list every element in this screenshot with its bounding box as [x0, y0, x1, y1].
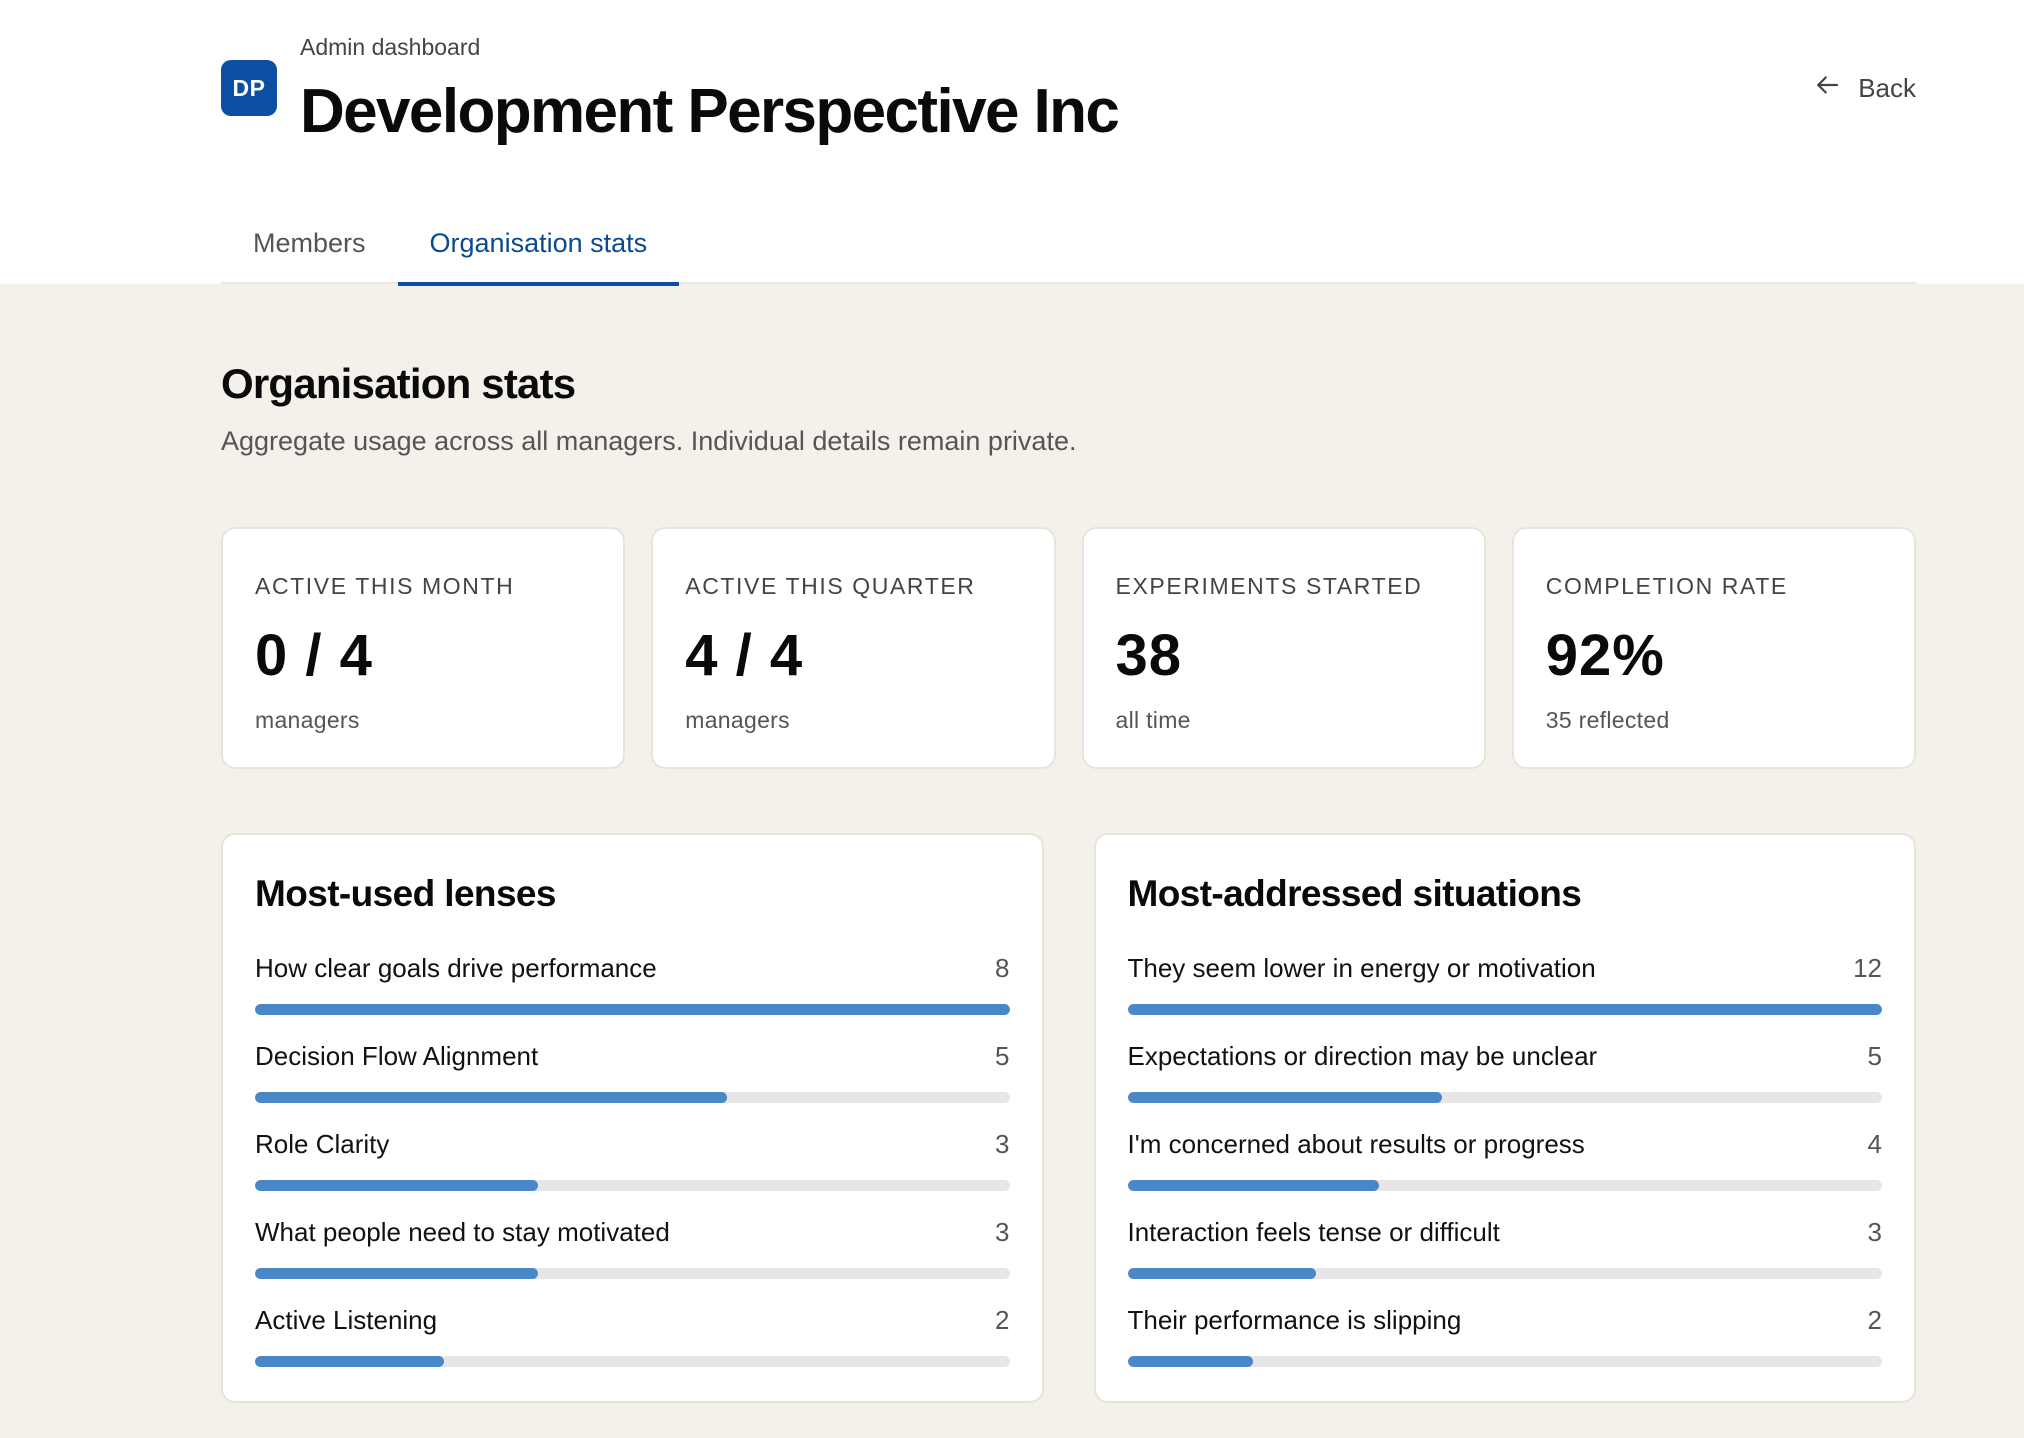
stat-caption: 35 reflected [1545, 707, 1670, 733]
list-item-label: Interaction feels tense or difficult [1127, 1217, 1500, 1247]
list-item-count: 2 [1867, 1305, 1882, 1335]
progress-fill [255, 1004, 1010, 1015]
list-item-row: They seem lower in energy or motivation 1… [1128, 953, 1883, 984]
list-item-label: Expectations or direction may be unclear [1127, 1041, 1598, 1071]
progress-track [255, 1092, 1010, 1103]
list-item-row: I'm concerned about results or progress 4 [1128, 1129, 1883, 1160]
progress-track [1127, 1180, 1882, 1191]
list-item: Expectations or direction may be unclear… [1127, 1041, 1883, 1129]
progress-track [1127, 1268, 1882, 1279]
list-item-count: 8 [995, 953, 1010, 983]
progress-fill [1127, 1004, 1882, 1015]
list-item-label: How clear goals drive performance [255, 953, 657, 983]
list-item: Active Listening 2 [255, 1305, 1010, 1393]
progress-fill [1127, 1180, 1379, 1191]
list-item-row: Active Listening 2 [255, 1305, 1010, 1336]
list-item-label: Active Listening [255, 1305, 438, 1335]
progress-track [255, 1268, 1010, 1279]
stat-value: 4 / 4 [685, 623, 804, 688]
list-item-count: 3 [995, 1217, 1010, 1247]
tab-organisation-stats[interactable]: Organisation stats [397, 202, 680, 286]
stat-card-active-month: ACTIVE THIS MONTH 0 / 4 managers [221, 527, 626, 769]
stat-caption: managers [255, 707, 360, 733]
list-item-label: Their performance is slipping [1127, 1305, 1462, 1335]
progress-fill [255, 1268, 538, 1279]
panel-title: Most-addressed situations [1127, 873, 1582, 914]
header-inner: DP Admin dashboard Development Perspecti… [221, 0, 1916, 286]
page-header: DP Admin dashboard Development Perspecti… [0, 0, 2024, 286]
section-title: Organisation stats [221, 360, 576, 407]
progress-fill [1127, 1268, 1317, 1279]
list-item-label: I'm concerned about results or progress [1127, 1129, 1585, 1159]
list-item-row: Role Clarity 3 [255, 1129, 1010, 1160]
stat-caption: managers [685, 707, 790, 733]
list-item-row: What people need to stay motivated 3 [255, 1217, 1010, 1248]
stat-value: 38 [1115, 623, 1183, 688]
stat-card-completion-rate: COMPLETION RATE 92% 35 reflected [1511, 527, 1916, 769]
section-subtitle: Aggregate usage across all managers. Ind… [221, 426, 1077, 456]
back-label: Back [1858, 73, 1916, 103]
stat-value: 0 / 4 [255, 623, 373, 688]
list-item-row: Expectations or direction may be unclear… [1128, 1041, 1883, 1072]
list-item-count: 4 [1867, 1129, 1882, 1159]
list-item-label: What people need to stay motivated [255, 1217, 670, 1247]
list-item-label: Role Clarity [255, 1129, 390, 1159]
list-item-count: 12 [1853, 953, 1882, 983]
list-item: Interaction feels tense or difficult 3 [1127, 1217, 1883, 1305]
stat-value: 92% [1545, 623, 1665, 688]
stat-label: COMPLETION RATE [1545, 573, 1788, 599]
list-item-row: Decision Flow Alignment 5 [255, 1041, 1010, 1072]
list-item-label: They seem lower in energy or motivation [1127, 953, 1596, 983]
usage-panels: Most-used lenses How clear goals drive p… [221, 833, 1916, 1403]
org-logo: DP [221, 60, 277, 116]
stat-card-active-quarter: ACTIVE THIS QUARTER 4 / 4 managers [651, 527, 1056, 769]
list-item-count: 5 [1867, 1041, 1882, 1071]
list-item-count: 3 [995, 1129, 1010, 1159]
progress-track [1127, 1356, 1882, 1367]
list-item: They seem lower in energy or motivation 1… [1127, 953, 1883, 1041]
list-item: Decision Flow Alignment 5 [255, 1041, 1010, 1129]
list-item: Role Clarity 3 [255, 1129, 1010, 1217]
situations-panel: Most-addressed situations They seem lowe… [1093, 833, 1916, 1403]
list-item-count: 2 [995, 1305, 1010, 1335]
stats-grid: ACTIVE THIS MONTH 0 / 4 managers ACTIVE … [221, 527, 1916, 769]
list-item: I'm concerned about results or progress 4 [1127, 1129, 1883, 1217]
progress-fill [255, 1356, 444, 1367]
progress-track [255, 1356, 1010, 1367]
progress-track [1127, 1092, 1882, 1103]
stat-label: ACTIVE THIS QUARTER [685, 573, 976, 599]
list-item-count: 5 [995, 1041, 1010, 1071]
lenses-panel: Most-used lenses How clear goals drive p… [221, 833, 1044, 1403]
progress-fill [1127, 1092, 1442, 1103]
progress-fill [255, 1092, 727, 1103]
stat-label: EXPERIMENTS STARTED [1115, 573, 1423, 599]
progress-fill [255, 1180, 538, 1191]
stat-caption: all time [1115, 707, 1191, 733]
progress-track [255, 1004, 1010, 1015]
list-item-row: How clear goals drive performance 8 [255, 953, 1010, 984]
main-content: Organisation stats Aggregate usage acros… [221, 284, 1916, 1403]
tab-bar: Members Organisation stats [221, 202, 1916, 286]
list-item: Their performance is slipping 2 [1127, 1305, 1883, 1393]
stat-label: ACTIVE THIS MONTH [255, 573, 515, 599]
list-item-row: Their performance is slipping 2 [1128, 1305, 1883, 1336]
tab-members[interactable]: Members [253, 227, 366, 258]
breadcrumb: Admin dashboard [300, 34, 481, 60]
page-title: Development Perspective Inc [300, 77, 1120, 146]
situations-list: They seem lower in energy or motivation 1… [1127, 953, 1883, 1393]
stat-card-experiments-started: EXPERIMENTS STARTED 38 all time [1081, 527, 1486, 769]
progress-track [255, 1180, 1010, 1191]
list-item: How clear goals drive performance 8 [255, 953, 1010, 1041]
arrow-left-icon [1812, 70, 1842, 107]
list-item-label: Decision Flow Alignment [255, 1041, 539, 1071]
progress-track [1127, 1004, 1882, 1015]
back-button[interactable]: Back [1812, 70, 1916, 107]
list-item-count: 3 [1867, 1217, 1882, 1247]
lenses-list: How clear goals drive performance 8 Decisi… [255, 953, 1010, 1393]
list-item: What people need to stay motivated 3 [255, 1217, 1010, 1305]
panel-title: Most-used lenses [255, 873, 556, 914]
progress-fill [1127, 1356, 1254, 1367]
list-item-row: Interaction feels tense or difficult 3 [1128, 1217, 1883, 1248]
